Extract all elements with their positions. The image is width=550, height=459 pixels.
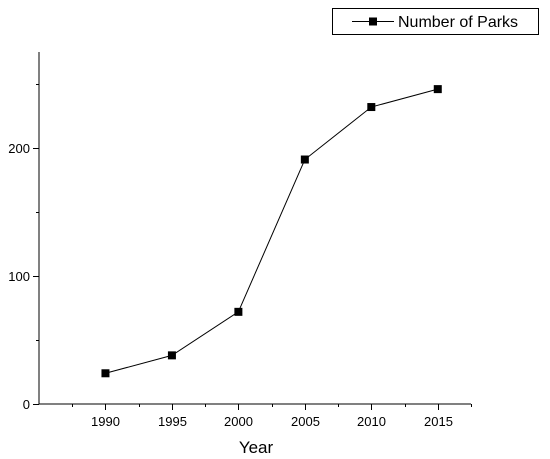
y-tick-label: 0 — [23, 397, 30, 412]
x-tick-label: 2015 — [424, 414, 453, 429]
x-axis-title: Year — [239, 438, 274, 457]
axes — [38, 52, 471, 405]
data-point-marker — [433, 85, 442, 94]
x-tick-label: 2000 — [224, 414, 253, 429]
legend-marker — [369, 17, 377, 26]
y-tick-label: 200 — [8, 141, 30, 156]
x-tick-label: 2005 — [291, 414, 320, 429]
data-point-marker — [234, 307, 243, 316]
x-tick-label: 1995 — [158, 414, 187, 429]
data-point-marker — [300, 155, 309, 164]
series-line — [105, 88, 438, 374]
y-tick-label: 100 — [8, 269, 30, 284]
x-tick-label: 1990 — [91, 414, 120, 429]
data-point-marker — [367, 103, 376, 112]
data-point-marker — [101, 369, 110, 378]
data-point-marker — [167, 351, 176, 360]
x-tick-label: 2010 — [357, 414, 386, 429]
legend: Number of Parks — [332, 8, 539, 35]
x-ticks: 1990 1995 2000 2005 2010 2015 — [72, 404, 472, 429]
legend-label: Number of Parks — [398, 14, 518, 31]
plot-area — [101, 85, 442, 378]
y-ticks: 0 100 200 — [8, 84, 39, 412]
